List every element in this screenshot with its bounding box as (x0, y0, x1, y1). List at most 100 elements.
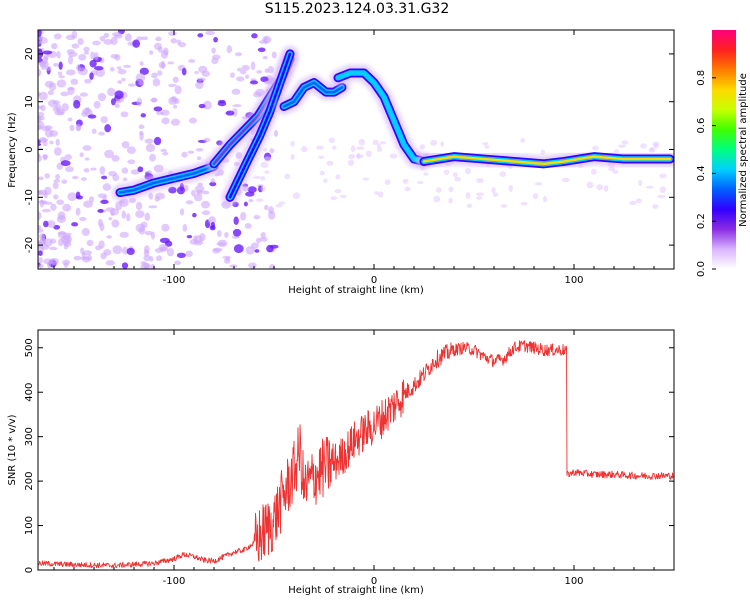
noise-speckle (100, 175, 108, 180)
noise-speckle (122, 177, 128, 182)
noise-speckle (103, 248, 112, 256)
ridge-core (228, 52, 292, 199)
noise-speckle (203, 137, 211, 142)
noise-speckle (202, 190, 210, 195)
snr-y-tick-label: 0 (24, 567, 35, 573)
noise-speckle (57, 211, 66, 220)
noise-speckle (433, 195, 441, 203)
colorbar-ticks: 0.0 0.2 0.4 0.6 0.8 (696, 70, 716, 277)
snr-x-tick-label: 0 (371, 576, 377, 587)
noise-speckle (603, 185, 609, 192)
noise-speckle (84, 78, 92, 84)
colorbar-tick-label: 0.4 (696, 165, 707, 181)
noise-speckle (65, 69, 76, 76)
noise-speckle (275, 203, 283, 208)
noise-speckle (73, 99, 81, 109)
noise-speckle (67, 192, 77, 201)
noise-speckle (93, 100, 101, 109)
noise-speckle (104, 149, 114, 159)
noise-speckle (126, 247, 135, 256)
noise-speckle (106, 235, 112, 239)
noise-speckle (111, 219, 120, 228)
noise-speckle (85, 106, 90, 112)
noise-speckle (38, 48, 42, 52)
noise-speckle (38, 154, 42, 163)
noise-speckle (419, 144, 426, 150)
noise-speckle (114, 103, 120, 109)
noise-speckle (172, 76, 179, 83)
noise-speckle (127, 159, 136, 165)
noise-speckle (143, 254, 151, 262)
noise-speckle (292, 192, 301, 200)
spectrogram-y-tick-label: 20 (24, 48, 35, 61)
noise-speckle (657, 194, 666, 199)
noise-speckle (196, 77, 206, 82)
noise-speckle (145, 143, 156, 153)
noise-speckle (90, 51, 95, 60)
noise-speckle (249, 80, 259, 85)
noise-speckle (51, 43, 58, 50)
noise-speckle (78, 53, 87, 61)
noise-speckle (89, 59, 97, 68)
noise-speckle (117, 80, 123, 84)
noise-speckle (64, 154, 72, 161)
noise-speckle (260, 185, 266, 192)
noise-speckle (226, 45, 233, 54)
noise-speckle (82, 250, 92, 256)
noise-speckle (130, 169, 140, 175)
noise-speckle (153, 42, 162, 51)
noise-speckle (440, 141, 445, 147)
noise-speckle (520, 138, 526, 143)
noise-speckle (135, 201, 143, 211)
noise-speckle (58, 75, 65, 79)
noise-speckle (103, 38, 113, 45)
noise-speckle (44, 173, 50, 179)
noise-speckle (170, 37, 177, 44)
noise-speckle (356, 152, 361, 160)
noise-speckle (153, 136, 162, 146)
noise-speckle (110, 98, 116, 106)
noise-speckle (209, 181, 217, 187)
noise-speckle (350, 145, 356, 152)
noise-speckle (328, 137, 335, 144)
noise-speckle (231, 88, 241, 95)
noise-speckle (465, 192, 471, 200)
noise-speckle (179, 182, 184, 192)
noise-speckle (54, 110, 65, 116)
noise-speckle (417, 180, 424, 184)
noise-speckle (217, 101, 227, 107)
noise-speckle (189, 117, 198, 124)
noise-speckle (115, 201, 123, 211)
noise-speckle (95, 68, 106, 77)
noise-speckle (83, 200, 93, 208)
noise-speckle (181, 67, 187, 76)
noise-speckle (39, 60, 49, 68)
noise-speckle (100, 116, 108, 124)
noise-speckle (176, 252, 186, 259)
noise-speckle (245, 74, 250, 79)
noise-speckle (143, 249, 150, 257)
colorbar-tick-label: 0.0 (696, 261, 707, 277)
noise-speckle (118, 200, 125, 204)
noise-speckle (621, 140, 629, 145)
snr-y-tick-label: 100 (24, 516, 35, 535)
noise-speckle (540, 149, 546, 155)
noise-speckle (112, 245, 123, 255)
noise-speckle (590, 168, 597, 175)
noise-speckle (201, 210, 211, 216)
noise-speckle (139, 67, 149, 75)
noise-speckle (52, 181, 59, 190)
noise-speckle (203, 100, 212, 110)
noise-speckle (520, 202, 528, 206)
noise-speckle (150, 97, 158, 103)
noise-speckle (38, 91, 48, 101)
noise-speckle (43, 220, 49, 228)
noise-speckle (125, 213, 131, 222)
noise-speckle (181, 151, 188, 158)
noise-speckle (84, 157, 90, 161)
noise-speckle (232, 228, 242, 237)
noise-speckle (57, 231, 67, 239)
noise-speckle (217, 239, 228, 248)
noise-speckle (612, 169, 619, 174)
